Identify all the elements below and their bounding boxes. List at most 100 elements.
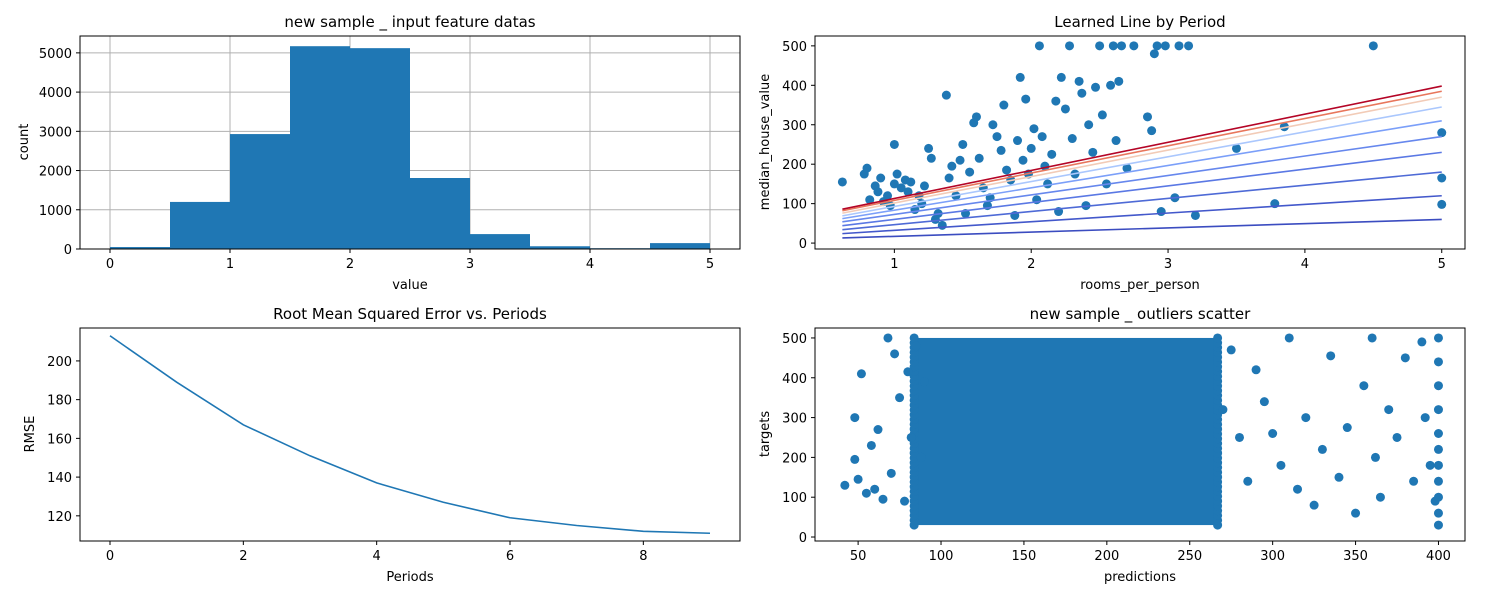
outliers-point xyxy=(853,474,863,484)
learned-line-point xyxy=(947,161,957,171)
outliers-point xyxy=(878,494,888,504)
learned-line-scatter xyxy=(837,41,1447,230)
outliers-point xyxy=(909,333,919,343)
learned-line-point xyxy=(1037,132,1047,142)
learned-line-point xyxy=(1160,41,1170,51)
rmse-x-tick-label: 0 xyxy=(106,549,114,564)
outliers-point xyxy=(1367,333,1377,343)
histogram-panel: 0 1 2 3 4 5 0 1000 2000 3000 4000 5000 new sample … xyxy=(17,13,741,293)
learned-line-x-tick-label: 1 xyxy=(890,257,898,272)
outliers-point xyxy=(850,454,860,464)
outliers-x-tick-label: 50 xyxy=(850,549,867,564)
outliers-point xyxy=(1218,405,1228,415)
outliers-point xyxy=(1433,508,1443,518)
learned-line-point xyxy=(1065,41,1075,51)
outliers-point xyxy=(1301,413,1311,423)
learned-line-x-ticks: 1 2 3 4 5 xyxy=(890,249,1446,272)
outliers-point xyxy=(1425,460,1435,470)
outliers-x-tick-label: 250 xyxy=(1177,549,1202,564)
learned-line-point xyxy=(1147,126,1157,136)
histogram-y-tick-label: 3000 xyxy=(39,125,72,140)
outliers-point xyxy=(1334,472,1344,482)
learned-line-point xyxy=(862,163,872,173)
learned-line-point xyxy=(1368,41,1378,51)
learned-line-point xyxy=(1021,94,1031,104)
learned-line-x-tick-label: 2 xyxy=(1027,257,1035,272)
rmse-y-tick-label: 180 xyxy=(47,394,72,409)
rmse-axes-frame xyxy=(79,327,741,542)
learned-line-point xyxy=(865,195,875,205)
outliers-y-tick-label: 500 xyxy=(782,332,807,347)
rmse-x-ticks: 0 2 4 6 8 xyxy=(106,541,647,564)
learned-line-point xyxy=(889,179,899,189)
learned-line-point xyxy=(1111,136,1121,146)
learned-line-series-line xyxy=(842,194,1442,235)
learned-line-title: Learned Line by Period xyxy=(1054,13,1225,31)
learned-line-y-ticks: 0 100 200 300 400 500 xyxy=(782,40,815,252)
learned-line-point xyxy=(1129,41,1139,51)
outliers-point xyxy=(916,452,926,462)
rmse-x-label: Periods xyxy=(386,570,434,585)
outliers-y-tick-label: 200 xyxy=(782,451,807,466)
rmse-x-tick-label: 4 xyxy=(373,549,381,564)
rmse-y-ticks: 120 140 160 180 200 xyxy=(47,355,80,525)
outliers-point xyxy=(1213,333,1223,343)
rmse-y-tick-label: 120 xyxy=(47,510,72,525)
learned-line-point xyxy=(1051,96,1061,106)
learned-line-series-line xyxy=(842,120,1442,220)
outliers-point xyxy=(850,413,860,423)
learned-line-point xyxy=(974,153,984,163)
outliers-dense-region xyxy=(916,337,1215,526)
learned-line-point xyxy=(1114,76,1124,86)
learned-line-series-line xyxy=(842,85,1442,210)
learned-line-point xyxy=(1097,110,1107,120)
outliers-point xyxy=(1433,333,1443,343)
learned-line-point xyxy=(1002,165,1012,175)
learned-line-point xyxy=(1015,72,1025,82)
learned-line-point xyxy=(1095,41,1105,51)
outliers-panel: 50 100 150 200 250 300 350 400 0 100 200 300 400 500… xyxy=(758,305,1466,585)
learned-line-series-line xyxy=(842,135,1442,223)
learned-line-point xyxy=(955,155,965,165)
outliers-y-tick-label: 300 xyxy=(782,412,807,427)
learned-line-y-tick-label: 200 xyxy=(782,158,807,173)
histogram-y-tick-label: 1000 xyxy=(39,204,72,219)
learned-line-point xyxy=(999,100,1009,110)
histogram-y-tick-label: 4000 xyxy=(39,86,72,101)
outliers-point xyxy=(1433,492,1443,502)
outliers-y-tick-label: 100 xyxy=(782,491,807,506)
outliers-point xyxy=(1384,405,1394,415)
outliers-point xyxy=(1375,492,1385,502)
learned-line-series-line xyxy=(842,106,1442,217)
outliers-x-tick-label: 300 xyxy=(1260,549,1285,564)
learned-line-point xyxy=(944,173,954,183)
rmse-x-tick-label: 8 xyxy=(639,549,647,564)
learned-line-point xyxy=(1018,155,1028,165)
outliers-point xyxy=(1351,508,1361,518)
learned-line-point xyxy=(883,191,893,201)
rmse-line xyxy=(109,335,711,535)
outliers-y-tick-label: 400 xyxy=(782,372,807,387)
rmse-panel: 0 2 4 6 8 120 140 160 180 200 Root Mean Squared … xyxy=(23,305,741,585)
learned-line-y-tick-label: 500 xyxy=(782,40,807,55)
outliers-dense-cluster xyxy=(916,337,1215,526)
outliers-point xyxy=(1243,476,1253,486)
outliers-point xyxy=(873,425,883,435)
learned-line-y-label: median_house_value xyxy=(758,74,773,210)
histogram-bars xyxy=(110,46,710,250)
outliers-point xyxy=(1433,429,1443,439)
histogram-bar xyxy=(170,201,230,249)
histogram-x-tick-label: 3 xyxy=(466,257,474,272)
outliers-point xyxy=(1433,520,1443,530)
rmse-x-tick-label: 6 xyxy=(506,549,514,564)
learned-line-point xyxy=(1074,76,1084,86)
learned-line-point xyxy=(1088,147,1098,157)
learned-line-series-line xyxy=(842,218,1442,239)
learned-line-point xyxy=(1106,80,1116,90)
learned-line-x-tick-label: 3 xyxy=(1164,257,1172,272)
outliers-point xyxy=(906,432,916,442)
histogram-bar xyxy=(350,48,410,250)
outliers-point xyxy=(895,393,905,403)
histogram-y-ticks: 0 1000 2000 3000 4000 5000 xyxy=(39,47,80,258)
